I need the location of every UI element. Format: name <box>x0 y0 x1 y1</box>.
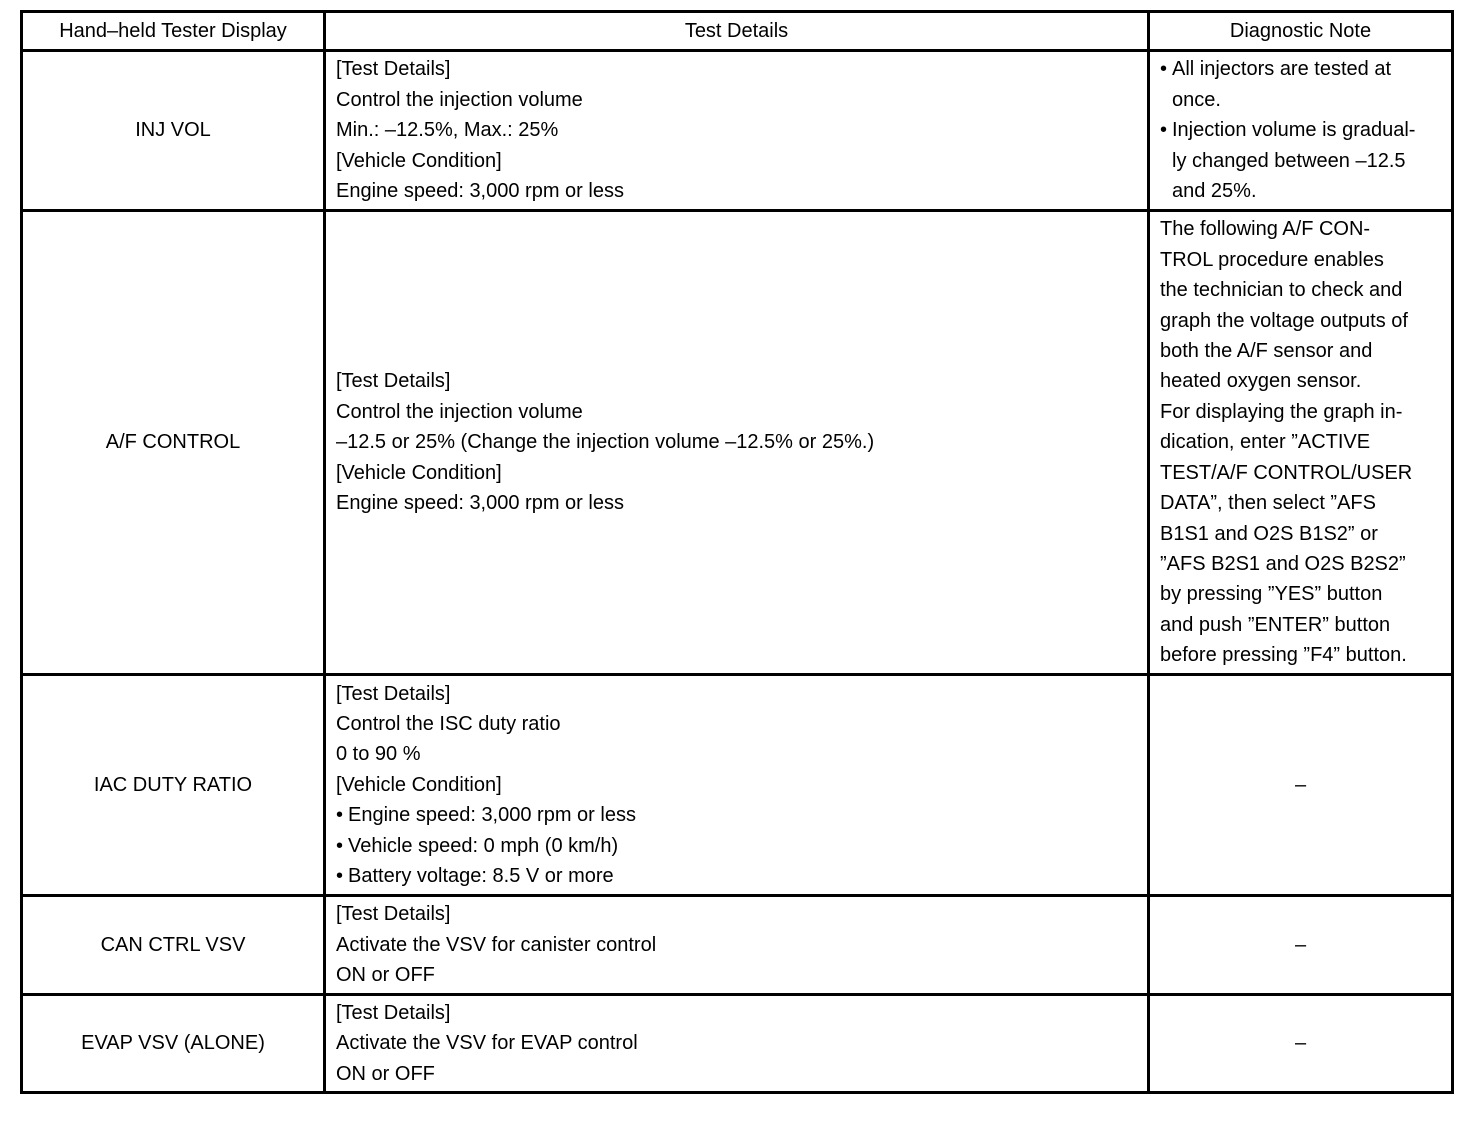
table-row: INJ VOL [Test Details] Control the injecti… <box>20 49 1454 212</box>
test-details-cell: [Test Details] Control the ISC duty ratio… <box>323 673 1150 897</box>
text-line: graph the voltage outputs of <box>1160 309 1408 332</box>
tester-display-cell: INJ VOL <box>20 49 326 212</box>
text-line: Min.: –12.5%, Max.: 25% <box>336 119 559 142</box>
text-line: heated oxygen sensor. <box>1160 370 1362 393</box>
bullet-text: Vehicle speed: 0 mph (0 km/h) <box>348 834 619 857</box>
text-line: DATA”, then select ”AFS <box>1160 492 1376 515</box>
bullet-text: Battery voltage: 8.5 V or more <box>348 865 614 888</box>
table-row: CAN CTRL VSV [Test Details] Activate the V… <box>20 894 1454 996</box>
text-line: [Test Details] <box>336 370 451 393</box>
bullet-item: • Battery voltage: 8.5 V or more <box>336 861 1137 891</box>
bullet-icon: • <box>336 865 344 888</box>
text-line: ON or OFF <box>336 964 435 987</box>
table-row: EVAP VSV (ALONE) [Test Details] Activate t… <box>20 993 1454 1094</box>
diagnostic-note-cell: • All injectors are tested at once. • Inject… <box>1147 49 1454 212</box>
tester-display-cell: EVAP VSV (ALONE) <box>20 993 326 1094</box>
test-details-cell: [Test Details] Activate the VSV for EVAP … <box>323 993 1150 1094</box>
text-line: [Test Details] <box>336 1001 451 1024</box>
text-line: [Vehicle Condition] <box>336 149 502 172</box>
bullet-item: • Injection volume is gradual- <box>1160 115 1441 145</box>
text-line: once. <box>1172 88 1221 111</box>
bullet-item: • Engine speed: 3,000 rpm or less <box>336 800 1137 830</box>
header-row: Hand–held Tester Display Test Details Di… <box>20 10 1454 52</box>
text-line: The following A/F CON- <box>1160 218 1371 241</box>
bullet-text: All injectors are tested at <box>1172 58 1391 81</box>
test-details-cell: [Test Details] Activate the VSV for canis… <box>323 894 1150 996</box>
table-row: A/F CONTROL [Test Details] Control the inj… <box>20 209 1454 676</box>
text-line: by pressing ”YES” button <box>1160 583 1383 606</box>
bullet-icon: • <box>1160 119 1168 142</box>
header-diagnostic-note: Diagnostic Note <box>1147 10 1454 52</box>
diagnostic-note-cell: – <box>1147 894 1454 996</box>
bullet-icon: • <box>1160 58 1168 81</box>
text-line: ”AFS B2S1 and O2S B2S2” <box>1160 552 1406 575</box>
text-line: Engine speed: 3,000 rpm or less <box>336 180 624 203</box>
text-line: Activate the VSV for canister control <box>336 933 657 956</box>
tester-display-cell: A/F CONTROL <box>20 209 326 676</box>
text-line: For displaying the graph in- <box>1160 400 1403 423</box>
test-details-cell: [Test Details] Control the injection volu… <box>323 49 1150 212</box>
tester-display-cell: CAN CTRL VSV <box>20 894 326 996</box>
bullet-item: • Vehicle speed: 0 mph (0 km/h) <box>336 831 1137 861</box>
text-line: Control the injection volume <box>336 88 583 111</box>
header-display: Hand–held Tester Display <box>20 10 326 52</box>
bullet-item: • All injectors are tested at <box>1160 54 1441 84</box>
text-line: [Test Details] <box>336 58 451 81</box>
text-line: B1S1 and O2S B1S2” or <box>1160 522 1378 545</box>
bullet-icon: • <box>336 834 344 857</box>
text-line: ly changed between –12.5 <box>1172 149 1406 172</box>
text-line: Control the injection volume <box>336 400 583 423</box>
text-line: [Vehicle Condition] <box>336 773 502 796</box>
text-line: Control the ISC duty ratio <box>336 712 561 735</box>
text-line: before pressing ”F4” button. <box>1160 644 1407 667</box>
text-line: ON or OFF <box>336 1062 435 1085</box>
bullet-text: Injection volume is gradual- <box>1172 119 1416 142</box>
text-line: Engine speed: 3,000 rpm or less <box>336 492 624 515</box>
text-line: 0 to 90 % <box>336 743 421 766</box>
text-line: Activate the VSV for EVAP control <box>336 1032 638 1055</box>
text-line: [Vehicle Condition] <box>336 461 502 484</box>
tester-display-cell: IAC DUTY RATIO <box>20 673 326 897</box>
text-line: the technician to check and <box>1160 279 1403 302</box>
text-line: [Test Details] <box>336 903 451 926</box>
test-details-cell: [Test Details] Control the injection volu… <box>323 209 1150 676</box>
text-line: [Test Details] <box>336 682 451 705</box>
text-line: both the A/F sensor and <box>1160 340 1373 363</box>
diagnostic-note-cell: The following A/F CON- TROL procedure ena… <box>1147 209 1454 676</box>
text-line: dication, enter ”ACTIVE <box>1160 431 1371 454</box>
diagnostic-note-cell: – <box>1147 673 1454 897</box>
table-row: IAC DUTY RATIO [Test Details] Control the … <box>20 673 1454 897</box>
bullet-icon: • <box>336 804 344 827</box>
text-line: TROL procedure enables <box>1160 248 1384 271</box>
header-test-details: Test Details <box>323 10 1150 52</box>
text-line: TEST/A/F CONTROL/USER <box>1160 461 1413 484</box>
diagnostic-note-cell: – <box>1147 993 1454 1094</box>
text-line: –12.5 or 25% (Change the injection volum… <box>336 431 875 454</box>
text-line: and push ”ENTER” button <box>1160 613 1391 636</box>
active-test-table: Hand–held Tester Display Test Details Di… <box>20 10 1454 1094</box>
text-line: and 25%. <box>1172 180 1257 203</box>
bullet-text: Engine speed: 3,000 rpm or less <box>348 804 636 827</box>
